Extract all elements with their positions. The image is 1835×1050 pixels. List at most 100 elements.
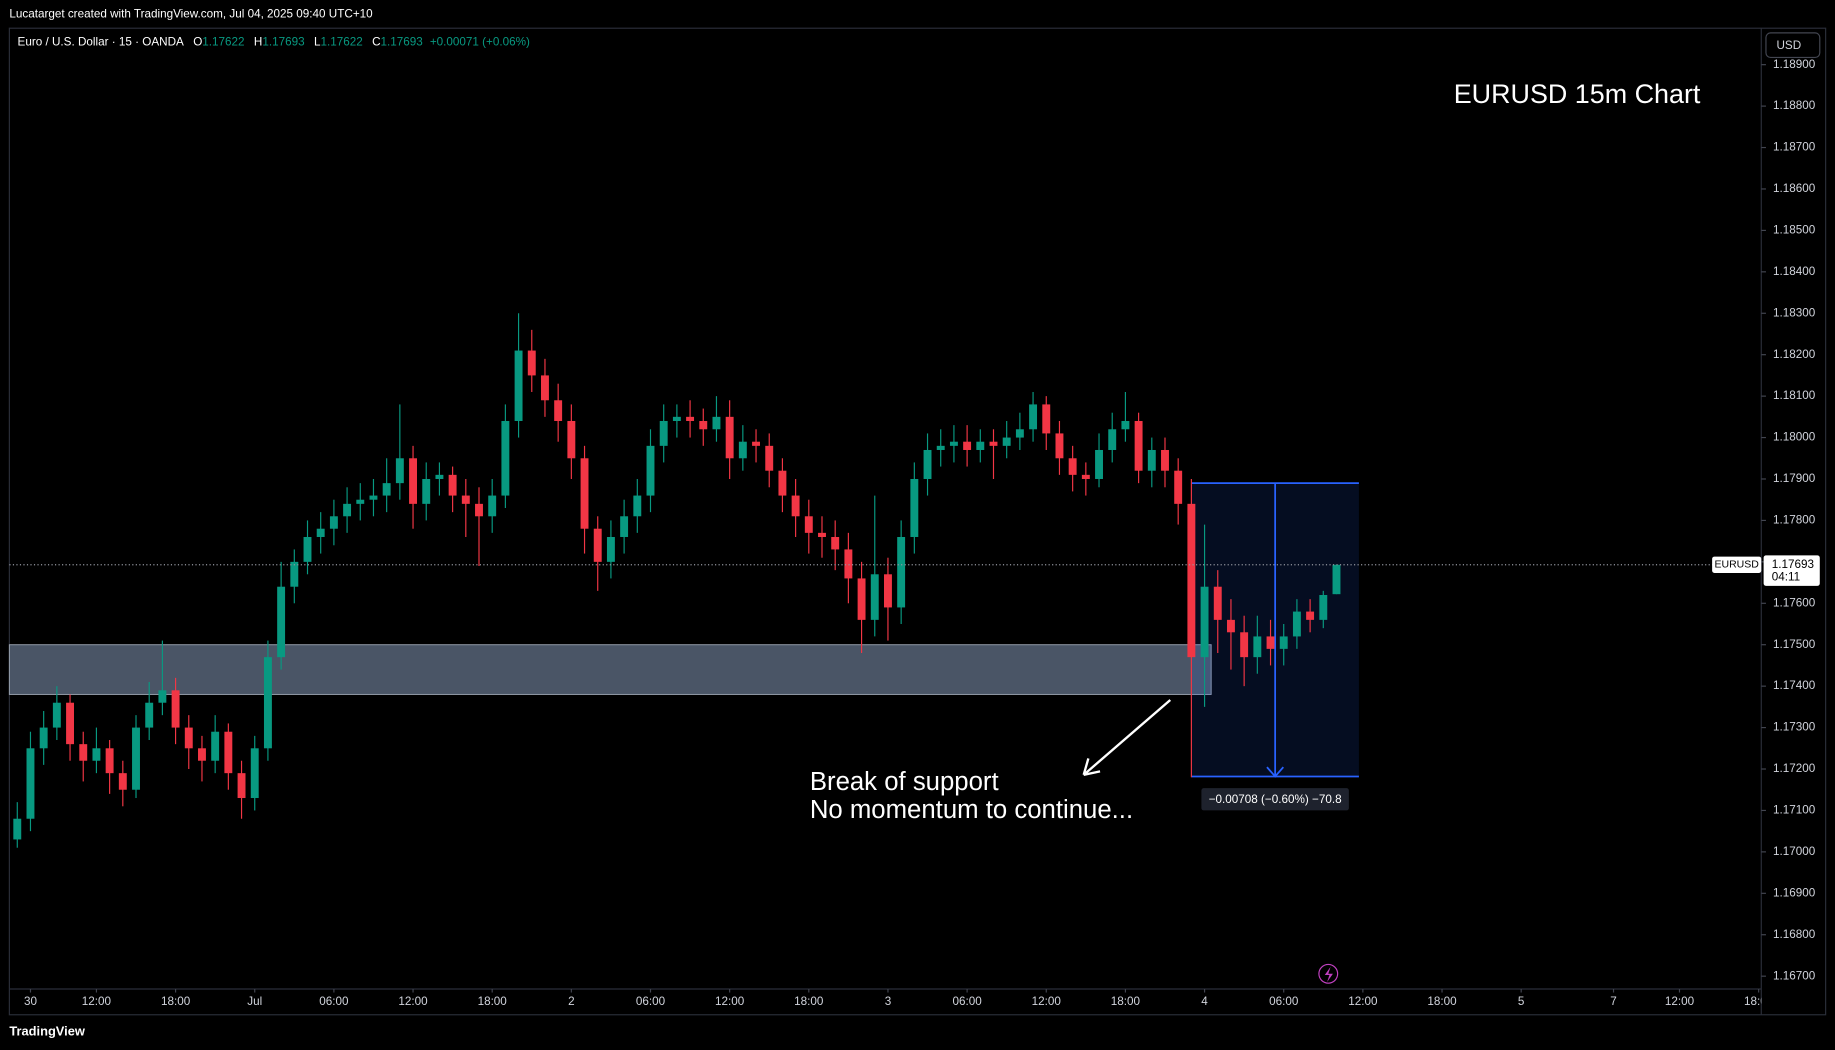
y-tick-label: 1.18900 bbox=[1773, 58, 1816, 71]
legend-item: +0.00071 (+0.06%) bbox=[430, 35, 530, 48]
candle-body bbox=[791, 495, 800, 517]
x-tick-label: 06:00 bbox=[636, 995, 666, 1008]
candle-body bbox=[316, 528, 325, 537]
annotation-arrow bbox=[1082, 699, 1172, 776]
candle-body bbox=[606, 536, 615, 562]
x-tick-label: Jul bbox=[247, 995, 262, 1008]
last-price-label: 1.17693 bbox=[1772, 558, 1814, 571]
x-tick-label: 18:00 bbox=[478, 995, 508, 1008]
candle-body bbox=[1332, 564, 1341, 595]
candle-body bbox=[1081, 474, 1090, 479]
x-tick-label: 06:00 bbox=[1269, 995, 1299, 1008]
x-tick-label: 06:00 bbox=[319, 995, 349, 1008]
candle-body bbox=[448, 474, 457, 496]
candle-body bbox=[831, 536, 840, 550]
candle-body bbox=[686, 416, 695, 421]
candle-body bbox=[1161, 449, 1169, 471]
x-tick-label: 18:00 bbox=[161, 995, 191, 1008]
candle-body bbox=[1029, 404, 1038, 430]
annotation: No momentum to continue... bbox=[810, 796, 1133, 824]
footer-logo: TradingView bbox=[9, 1024, 86, 1039]
candle-body bbox=[818, 532, 826, 537]
y-tick-label: 1.17900 bbox=[1773, 472, 1816, 485]
candle-body bbox=[13, 818, 22, 840]
candle-body bbox=[1015, 429, 1024, 438]
candle-body bbox=[989, 441, 998, 446]
candle-body bbox=[554, 400, 563, 421]
candle-body bbox=[541, 375, 549, 401]
last-price-symbol-bg bbox=[1712, 556, 1762, 573]
candle-body bbox=[897, 536, 906, 608]
candle-body bbox=[936, 445, 945, 450]
candle-body bbox=[567, 420, 576, 459]
x-tick-label: 12:00 bbox=[715, 995, 745, 1008]
candle-body bbox=[1319, 595, 1328, 620]
candle-body bbox=[290, 561, 299, 587]
y-tick-label: 1.16700 bbox=[1773, 969, 1816, 982]
candle-body bbox=[422, 478, 431, 504]
candle-body bbox=[461, 495, 470, 504]
plot bbox=[8, 313, 1359, 848]
alert-icon[interactable] bbox=[1318, 963, 1339, 984]
candle-body bbox=[870, 574, 879, 620]
x-tick-label: 30 bbox=[24, 995, 38, 1008]
candle-body bbox=[672, 416, 681, 421]
y-tick-label: 1.18500 bbox=[1773, 223, 1816, 236]
last-price-bg bbox=[1763, 555, 1820, 586]
candle-body bbox=[699, 420, 708, 430]
y-tick-label: 1.18600 bbox=[1773, 182, 1816, 195]
y-tick-label: 1.17500 bbox=[1773, 638, 1816, 651]
candle-body bbox=[963, 441, 972, 450]
x-tick-label: 12:00 bbox=[1665, 995, 1695, 1008]
candle-body bbox=[1292, 611, 1301, 637]
candle-body bbox=[1134, 420, 1143, 471]
y-tick-label: 1.18700 bbox=[1773, 141, 1816, 154]
candle-body bbox=[1187, 503, 1196, 658]
x-tick-label: 5 bbox=[1518, 995, 1525, 1008]
x-tick-label: 18:00 bbox=[1111, 995, 1141, 1008]
measure-label-bg bbox=[1201, 788, 1349, 811]
candle-body bbox=[26, 748, 35, 819]
candle-body bbox=[514, 350, 523, 421]
candle-body bbox=[593, 528, 602, 562]
candle-body bbox=[1108, 429, 1117, 450]
candle-body bbox=[752, 441, 760, 446]
candle-body bbox=[237, 773, 246, 799]
legend-item: Euro / U.S. Dollar · 15 · OANDA bbox=[18, 35, 184, 48]
y-tick-label: 1.18000 bbox=[1773, 431, 1816, 444]
candle-body bbox=[910, 478, 919, 537]
frame bbox=[8, 27, 1827, 1016]
candle-body bbox=[224, 731, 233, 774]
x-tick-label: 3 bbox=[885, 995, 892, 1008]
y-tick-label: 1.16900 bbox=[1773, 886, 1816, 899]
candle-body bbox=[1174, 470, 1183, 504]
candle-body bbox=[778, 470, 787, 496]
x-tick-label: 7 bbox=[1610, 995, 1617, 1008]
candle-body bbox=[171, 690, 180, 728]
y-tick-label: 1.17000 bbox=[1773, 845, 1816, 858]
y-tick-label: 1.18400 bbox=[1773, 265, 1816, 278]
candle-body bbox=[501, 420, 510, 496]
y-tick-label: 1.16800 bbox=[1773, 928, 1816, 941]
y-tick-label: 1.17800 bbox=[1773, 514, 1816, 527]
candle-body bbox=[712, 416, 721, 430]
y-tick-label: 1.17400 bbox=[1773, 679, 1816, 692]
candle-body bbox=[211, 731, 220, 761]
y-tick-label: 1.18800 bbox=[1773, 99, 1816, 112]
legend-item: 1.17622 bbox=[202, 35, 244, 48]
candle-body bbox=[1055, 433, 1064, 459]
currency-button[interactable] bbox=[1765, 32, 1821, 59]
candle-body bbox=[343, 503, 352, 517]
x-tick-label: 12:00 bbox=[1348, 995, 1378, 1008]
candle-body bbox=[263, 657, 272, 749]
candle-body bbox=[369, 495, 378, 500]
candle-body bbox=[804, 516, 813, 533]
symbol-legend: Euro / U.S. Dollar · 15 · OANDA O1.17622 H… bbox=[18, 35, 530, 48]
annotation: Break of support bbox=[810, 768, 999, 796]
candle-body bbox=[184, 727, 193, 749]
countdown: 04:11 bbox=[1772, 571, 1800, 584]
candle-body bbox=[329, 516, 338, 529]
candle-body bbox=[1147, 449, 1156, 471]
candle-body bbox=[356, 499, 365, 504]
candle-body bbox=[303, 536, 312, 562]
